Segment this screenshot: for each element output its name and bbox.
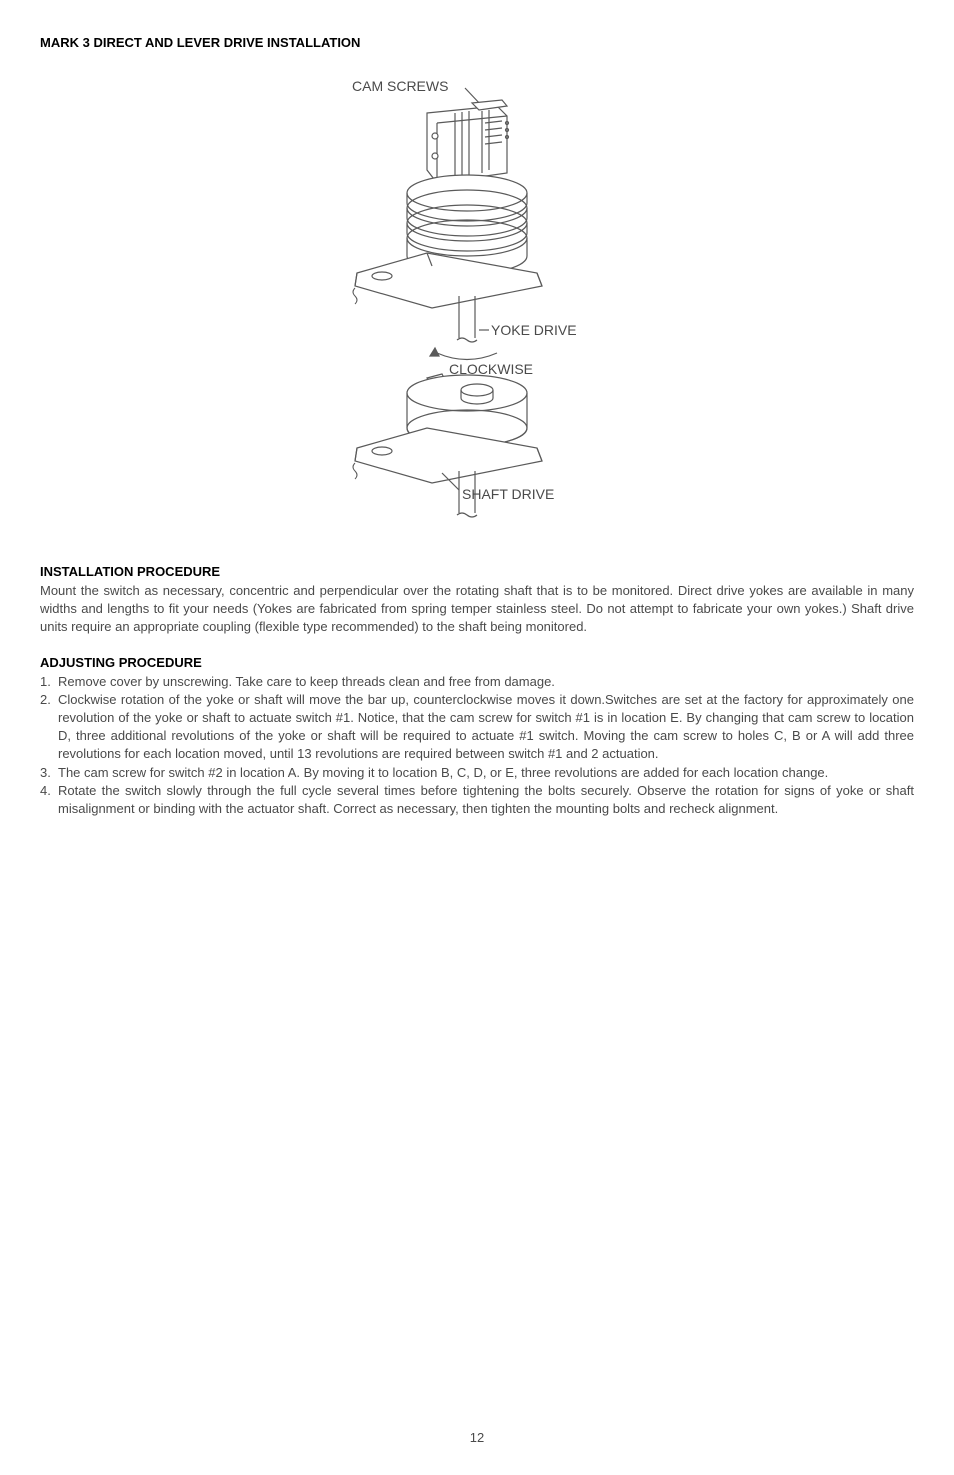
- page-number: 12: [0, 1430, 954, 1445]
- list-item: 2. Clockwise rotation of the yoke or sha…: [40, 691, 914, 764]
- list-number: 4.: [40, 782, 58, 818]
- diagram-container: CAM SCREWS YOKE DRIVE CLOCKWISE SHAFT DR…: [40, 78, 914, 528]
- list-item: 1. Remove cover by unscrewing. Take care…: [40, 673, 914, 691]
- label-cam-screws: CAM SCREWS: [352, 78, 448, 94]
- diagram-svg: [307, 78, 647, 528]
- installation-heading: INSTALLATION PROCEDURE: [40, 564, 914, 579]
- list-item: 3. The cam screw for switch #2 in locati…: [40, 764, 914, 782]
- label-yoke-drive: YOKE DRIVE: [491, 322, 577, 338]
- list-number: 2.: [40, 691, 58, 764]
- label-shaft-drive: SHAFT DRIVE: [462, 486, 554, 502]
- list-number: 3.: [40, 764, 58, 782]
- list-text: Rotate the switch slowly through the ful…: [58, 782, 914, 818]
- technical-diagram: CAM SCREWS YOKE DRIVE CLOCKWISE SHAFT DR…: [307, 78, 647, 528]
- list-text: The cam screw for switch #2 in location …: [58, 764, 914, 782]
- list-text: Clockwise rotation of the yoke or shaft …: [58, 691, 914, 764]
- list-item: 4. Rotate the switch slowly through the …: [40, 782, 914, 818]
- list-number: 1.: [40, 673, 58, 691]
- list-text: Remove cover by unscrewing. Take care to…: [58, 673, 914, 691]
- adjusting-list: 1. Remove cover by unscrewing. Take care…: [40, 673, 914, 819]
- label-clockwise: CLOCKWISE: [449, 361, 533, 377]
- installation-body: Mount the switch as necessary, concentri…: [40, 582, 914, 637]
- adjusting-heading: ADJUSTING PROCEDURE: [40, 655, 914, 670]
- page-heading: MARK 3 DIRECT AND LEVER DRIVE INSTALLATI…: [40, 35, 914, 50]
